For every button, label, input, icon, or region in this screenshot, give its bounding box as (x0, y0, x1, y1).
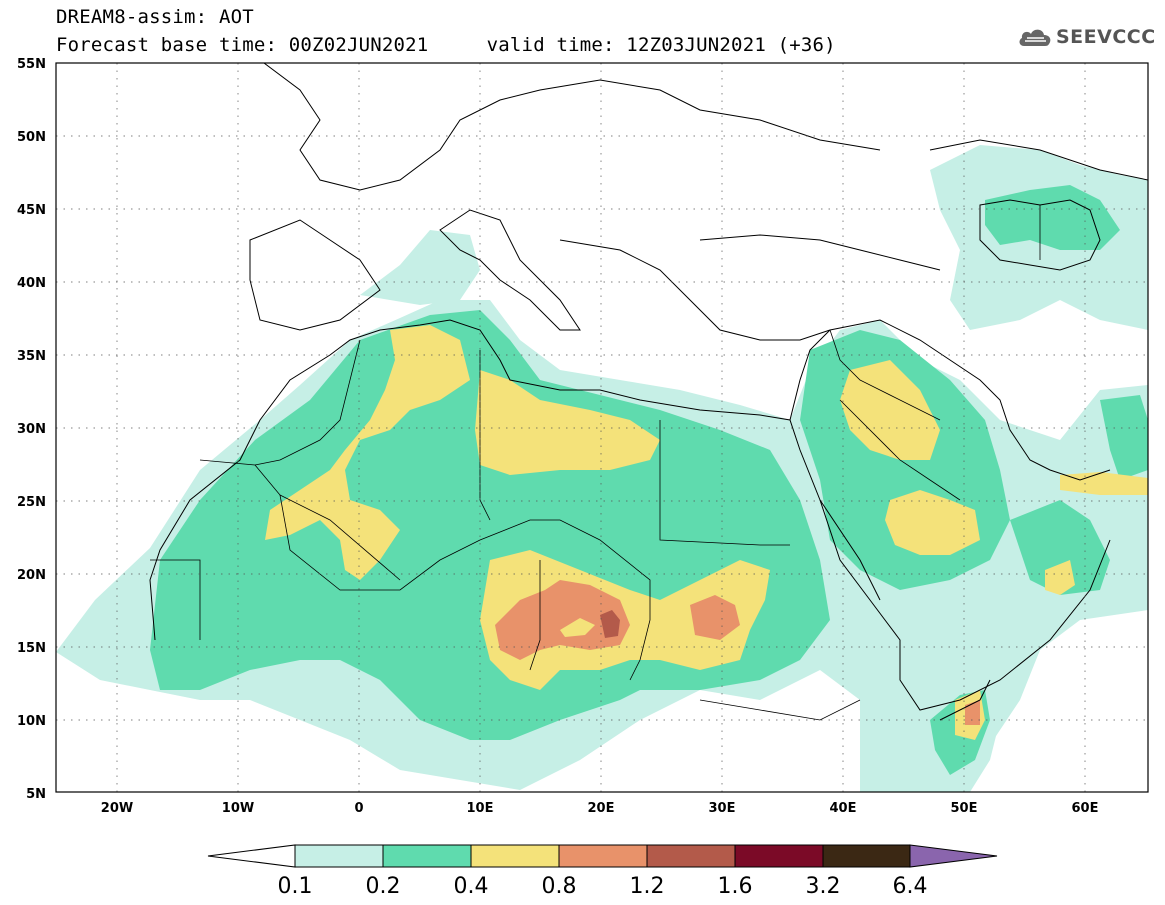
lat-label: 40N (17, 276, 46, 291)
colorbar-label: 6.4 (893, 874, 928, 899)
colorbar-swatch (823, 845, 910, 867)
lon-label: 30E (709, 801, 736, 816)
colorbar-label: 0.2 (366, 874, 401, 899)
latitude-labels: 55N 50N 45N 40N 35N 30N 25N 20N 15N 10N … (17, 57, 46, 802)
colorbar-label: 1.6 (718, 874, 753, 899)
colorbar-swatch (735, 845, 823, 867)
colorbar-swatch (383, 845, 471, 867)
lon-label: 20E (588, 801, 615, 816)
lat-label: 35N (17, 349, 46, 364)
colorbar-below-triangle (208, 845, 295, 867)
lon-label: 10W (222, 801, 254, 816)
lat-label: 25N (17, 495, 46, 510)
lon-label: 60E (1072, 801, 1099, 816)
lat-label: 20N (17, 568, 46, 583)
colorbar-swatch (559, 845, 647, 867)
lat-label: 55N (17, 57, 46, 72)
longitude-labels: 20W 10W 0 10E 20E 30E 40E 50E 60E (101, 801, 1099, 816)
lat-label: 10N (17, 714, 46, 729)
lat-label: 5N (26, 787, 46, 802)
lon-label: 10E (467, 801, 494, 816)
colorbar-above-triangle (910, 845, 997, 867)
colorbar-label: 0.4 (454, 874, 489, 899)
lat-label: 45N (17, 203, 46, 218)
colorbar-label: 1.2 (630, 874, 665, 899)
lon-label: 50E (951, 801, 978, 816)
lat-label: 50N (17, 130, 46, 145)
colorbar (208, 845, 997, 867)
colorbar-swatch (471, 845, 559, 867)
lon-label: 40E (830, 801, 857, 816)
colorbar-label: 3.2 (806, 874, 841, 899)
colorbar-label: 0.8 (542, 874, 577, 899)
colorbar-swatch (295, 845, 383, 867)
colorbar-labels: 0.1 0.2 0.4 0.8 1.2 1.6 3.2 6.4 (278, 874, 928, 899)
lon-label: 0 (354, 801, 363, 816)
colorbar-label: 0.1 (278, 874, 313, 899)
colorbar-swatch (647, 845, 735, 867)
aerosol-field (56, 145, 1148, 792)
lat-label: 30N (17, 422, 46, 437)
lon-label: 20W (101, 801, 133, 816)
lat-label: 15N (17, 641, 46, 656)
